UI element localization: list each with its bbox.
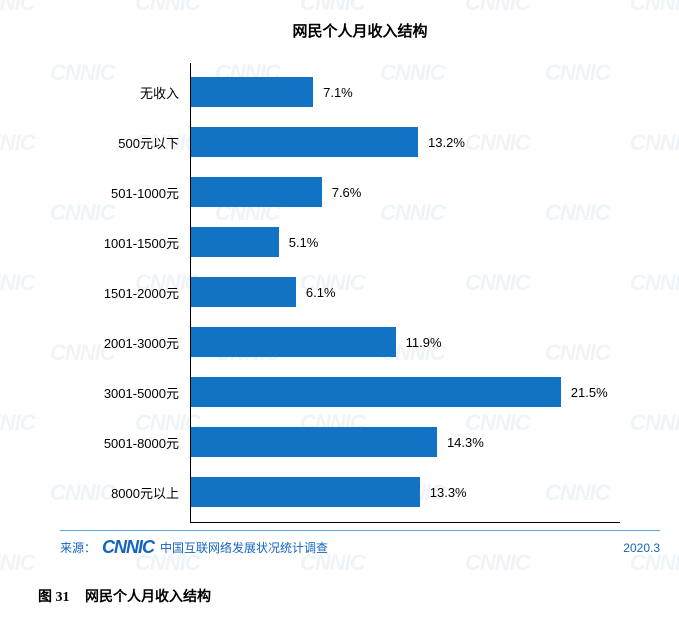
value-label: 11.9%: [406, 335, 442, 350]
bar: [191, 327, 396, 357]
plot-area: 无收入7.1% 500元以下13.2% 501-1000元7.6% 1001-1500…: [190, 63, 620, 523]
bar-row: 500元以下13.2%: [191, 127, 465, 157]
bar-row: 8000元以上13.3%: [191, 477, 467, 507]
bar: [191, 277, 296, 307]
source-footer: 来源： CNNIC 中国互联网络发展状况统计调查 2020.3: [60, 530, 660, 558]
bar-row: 3001-5000元21.5%: [191, 377, 608, 407]
bar: [191, 127, 418, 157]
chart-title: 网民个人月收入结构: [60, 20, 660, 41]
category-label: 501-1000元: [111, 183, 191, 202]
bar-row: 501-1000元7.6%: [191, 177, 361, 207]
figure-caption: 图 31 网民个人月收入结构: [38, 586, 211, 606]
category-label: 500元以下: [118, 133, 191, 152]
value-label: 14.3%: [447, 435, 484, 450]
cnnic-logo: CNNIC: [102, 537, 154, 558]
bar-row: 2001-3000元11.9%: [191, 327, 442, 357]
value-label: 5.1%: [289, 235, 319, 250]
source-date: 2020.3: [623, 541, 660, 555]
category-label: 8000元以上: [111, 483, 191, 502]
bar: [191, 377, 561, 407]
value-label: 6.1%: [306, 285, 336, 300]
value-label: 13.2%: [428, 135, 465, 150]
bar-row: 1001-1500元5.1%: [191, 227, 318, 257]
value-label: 21.5%: [571, 385, 608, 400]
category-label: 5001-8000元: [104, 433, 191, 452]
category-label: 3001-5000元: [104, 383, 191, 402]
bar: [191, 427, 437, 457]
figure-number: 图 31: [38, 590, 70, 605]
category-label: 2001-3000元: [104, 333, 191, 352]
category-label: 1001-1500元: [104, 233, 191, 252]
source-text: 中国互联网络发展状况统计调查: [160, 539, 328, 556]
bar: [191, 227, 279, 257]
bar: [191, 77, 313, 107]
bar-row: 1501-2000元6.1%: [191, 277, 336, 307]
bar: [191, 477, 420, 507]
value-label: 7.1%: [323, 85, 353, 100]
category-label: 1501-2000元: [104, 283, 191, 302]
source-label: 来源：: [60, 539, 96, 556]
bar-row: 无收入7.1%: [191, 77, 353, 107]
bar-row: 5001-8000元14.3%: [191, 427, 484, 457]
value-label: 7.6%: [332, 185, 362, 200]
bar: [191, 177, 322, 207]
value-label: 13.3%: [430, 485, 467, 500]
figure-caption-text: 网民个人月收入结构: [85, 590, 211, 605]
chart: 网民个人月收入结构 无收入7.1%500元以下13.2%501-1000元7.6…: [60, 20, 660, 523]
category-label: 无收入: [140, 83, 191, 102]
